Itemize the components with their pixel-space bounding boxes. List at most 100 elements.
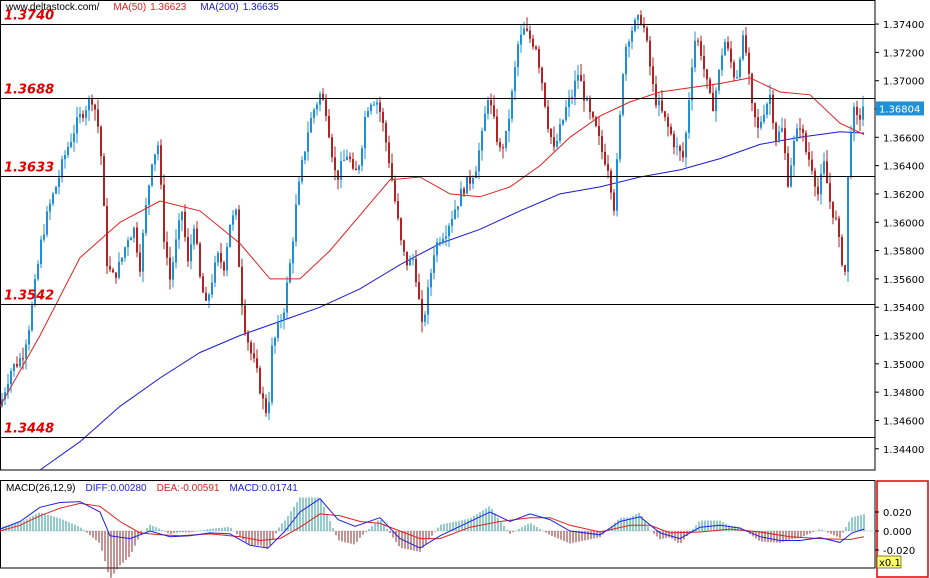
candle-body [367, 111, 369, 117]
candle-body [265, 398, 267, 414]
candle-body [478, 150, 480, 172]
candle-body [157, 145, 159, 155]
candle-body [295, 204, 297, 242]
candle-body [262, 393, 264, 399]
candle-body [622, 74, 624, 115]
candle-body [331, 137, 333, 158]
candle-body [106, 206, 108, 267]
candle-body [313, 109, 315, 119]
site-label[interactable]: www.deltastock.com/ [6, 2, 100, 13]
candle-body [583, 81, 585, 101]
price-tick-label: 1.37200 [883, 48, 924, 59]
candle-body [532, 38, 534, 47]
candle-body [592, 112, 594, 118]
candle-body [196, 228, 198, 244]
candle-body [133, 227, 135, 239]
candle-body [205, 292, 207, 301]
price-tick-label: 1.35600 [883, 275, 924, 286]
price-tick-label: 1.34800 [883, 388, 924, 399]
candle-body [658, 100, 660, 106]
candle-body [457, 206, 459, 210]
level-label: 1.3688 [4, 83, 54, 98]
candle-body [739, 59, 741, 78]
candle-body [259, 368, 261, 394]
candle-body [370, 104, 372, 112]
candle-body [202, 276, 204, 293]
candle-body [667, 117, 669, 127]
candle-body [691, 67, 693, 101]
candle-body [652, 66, 654, 85]
candle-body [637, 15, 639, 20]
candle-body [802, 128, 804, 133]
candle-body [595, 117, 597, 126]
candle-body [496, 116, 498, 142]
candle-body [232, 215, 234, 225]
candle-body [37, 264, 39, 280]
level-label: 1.3542 [4, 289, 54, 304]
candle-body [817, 186, 819, 195]
candle-body [94, 104, 96, 110]
candle-body [316, 104, 318, 110]
candle-body [460, 188, 462, 207]
candle-body [769, 94, 771, 105]
candle-body [4, 392, 6, 400]
macd-header: MACD(26,12,9) DIFF:0.00280 DEA:-0.00591 MAC… [6, 483, 308, 494]
candle-body [160, 145, 162, 185]
candle-body [745, 35, 747, 53]
candle-body [346, 156, 348, 160]
candle-body [217, 252, 219, 263]
macd-diff-line [0, 498, 865, 549]
candle-body [151, 164, 153, 186]
candle-body [178, 220, 180, 240]
candle-body [46, 211, 48, 235]
candle-body [670, 126, 672, 134]
candle-body [436, 242, 438, 256]
candle-body [187, 237, 189, 262]
candle-body [193, 228, 195, 245]
candle-body [514, 67, 516, 92]
candle-body [40, 239, 42, 265]
candle-body [661, 100, 663, 112]
candle-body [34, 279, 36, 305]
candle-body [166, 241, 168, 258]
candle-body [286, 282, 288, 313]
candle-body [586, 98, 588, 101]
candle-body [463, 188, 465, 194]
candle-body [742, 35, 744, 60]
candle-body [394, 180, 396, 202]
candle-body [55, 186, 57, 194]
candle-body [64, 155, 66, 160]
candle-body [547, 106, 549, 129]
candle-body [556, 140, 558, 147]
price-tick-label: 1.37400 [883, 20, 924, 31]
candle-body [559, 124, 561, 141]
candle-body [469, 176, 471, 184]
candle-body [220, 252, 222, 263]
candle-body [139, 252, 141, 272]
price-tick-label: 1.36200 [883, 190, 924, 201]
candle-body [49, 203, 51, 212]
candle-body [781, 128, 783, 132]
price-tick-label: 1.36000 [883, 218, 924, 229]
candle-body [445, 236, 447, 239]
candle-body [310, 118, 312, 133]
candle-body [862, 106, 864, 120]
candle-body [172, 262, 174, 280]
candle-body [289, 263, 291, 283]
candle-body [28, 330, 30, 345]
candle-body [808, 152, 810, 160]
candle-body [10, 370, 12, 384]
candle-body [109, 266, 111, 270]
candle-body [715, 90, 717, 112]
candle-body [421, 299, 423, 322]
candle-body [550, 128, 552, 138]
candle-body [31, 304, 33, 331]
candle-body [238, 209, 240, 267]
candle-body [373, 104, 375, 106]
price-tick-label: 1.35400 [883, 303, 924, 314]
candle-body [127, 240, 129, 248]
candle-body [379, 102, 381, 112]
candle-body [838, 218, 840, 237]
candle-body [451, 218, 453, 226]
